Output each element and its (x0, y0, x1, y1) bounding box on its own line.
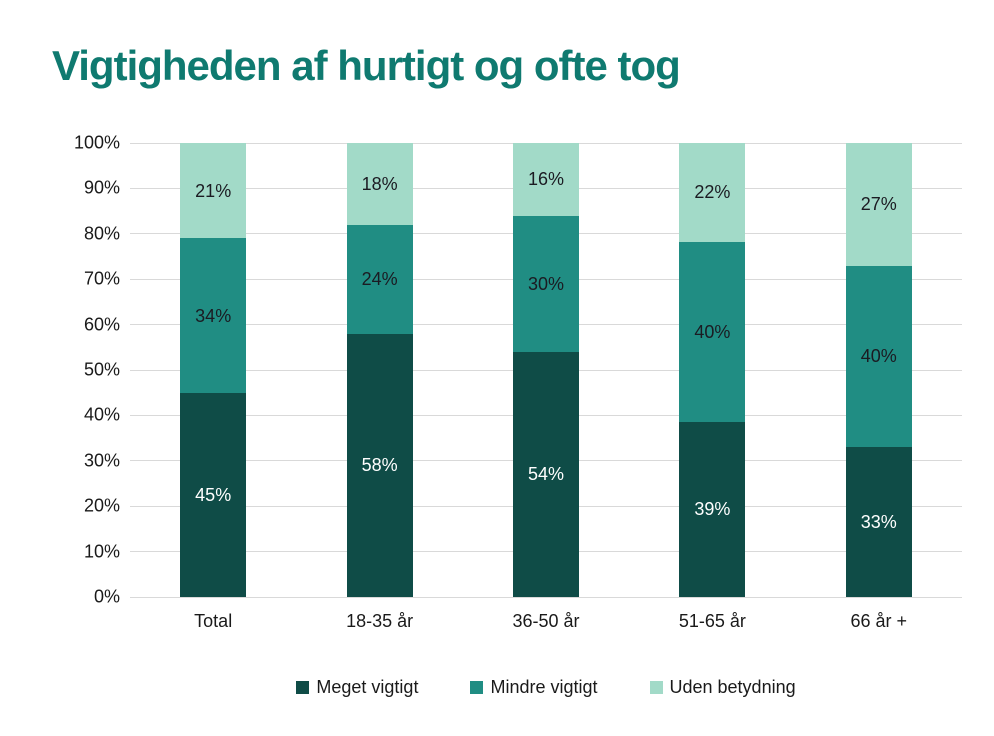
bar-segment-label: 18% (361, 173, 398, 194)
x-axis-category-label: Total (194, 611, 233, 631)
bar-segment: 34% (180, 238, 247, 393)
bar-segment: 39% (679, 421, 746, 597)
bar-segment: 30% (513, 215, 579, 352)
x-axis-category-label: 18-35 år (346, 611, 414, 631)
bar: 33% 40% 27% (845, 143, 912, 597)
y-axis-tick-label: 100% (73, 132, 120, 153)
bar: 58% 24% 18% (346, 143, 413, 597)
bar-segment-label: 40% (860, 346, 897, 367)
bar-segment: 58% (346, 333, 413, 597)
x-axis-category-label: 66 år + (850, 611, 908, 631)
bar-segment: 18% (346, 143, 413, 225)
bar-segment-label: 45% (195, 484, 232, 505)
y-axis-tick-label: 30% (83, 450, 120, 471)
legend-swatch (470, 681, 484, 694)
y-axis-tick-label: 0% (93, 586, 120, 607)
legend-swatch (649, 681, 663, 694)
bar-segment: 54% (513, 351, 579, 597)
bar-segment: 33% (845, 447, 912, 597)
bar-segment: 24% (346, 224, 413, 334)
legend-item: Mindre vigtigt (470, 677, 598, 698)
legend-item-label: Mindre vigtigt (490, 677, 598, 697)
legend-item-label: Uden betydning (669, 677, 796, 697)
bar-segment: 27% (845, 143, 912, 266)
bar-segment-label: 21% (195, 180, 232, 201)
bar-segment-label: 33% (860, 512, 897, 533)
bar-segment: 40% (679, 241, 746, 422)
bar-segment-label: 34% (195, 305, 232, 326)
bar-segment-label: 16% (527, 169, 565, 190)
bar-segment-label: 24% (361, 269, 398, 290)
legend-item: Meget vigtigt (296, 677, 418, 698)
bar-segment-label: 39% (694, 499, 731, 520)
y-axis-tick-label: 40% (83, 404, 120, 425)
legend-item-label: Meget vigtigt (316, 677, 419, 697)
legend: Meget vigtigt Mindre vigtigt Uden betydnin… (130, 677, 962, 698)
bar: 54% 30% 16% (513, 143, 579, 597)
bar: 39% 40% 22% (679, 143, 746, 597)
bar-segment-label: 58% (361, 455, 398, 476)
bar-segment-label: 30% (527, 273, 565, 294)
plot-area: 45% 34% 21% 58% 24% 18% 54% 30% 16% 39% 40% 22% 33% 4… (130, 142, 962, 598)
y-axis-tick-label: 70% (83, 268, 120, 289)
chart-title: Vigtigheden af hurtigt og ofte tog (52, 42, 681, 89)
y-axis-tick-label: 20% (83, 495, 120, 516)
x-axis-category-label: 51-65 år (678, 611, 746, 631)
y-axis-tick-label: 50% (83, 359, 120, 380)
bar-segment: 16% (513, 143, 579, 216)
gridline (130, 596, 962, 598)
bar-segment: 45% (180, 392, 247, 597)
gridline (130, 142, 962, 144)
bar-segment: 40% (845, 265, 912, 448)
y-axis-tick-label: 80% (83, 223, 120, 244)
y-axis-tick-label: 90% (83, 177, 120, 198)
bar-segment: 21% (180, 143, 247, 239)
legend-swatch (296, 681, 310, 694)
y-axis-tick-label: 60% (83, 314, 120, 335)
y-axis-tick-label: 10% (83, 541, 120, 562)
x-axis-category-label: 36-50 år (512, 611, 580, 631)
legend-item: Uden betydning (649, 677, 796, 698)
bar-segment-label: 27% (860, 194, 897, 215)
bar: 45% 34% 21% (180, 143, 247, 597)
bar-segment-label: 40% (694, 321, 731, 342)
bar-segment-label: 54% (527, 464, 565, 485)
bar-segment: 22% (679, 143, 746, 242)
bar-segment-label: 22% (694, 182, 731, 203)
